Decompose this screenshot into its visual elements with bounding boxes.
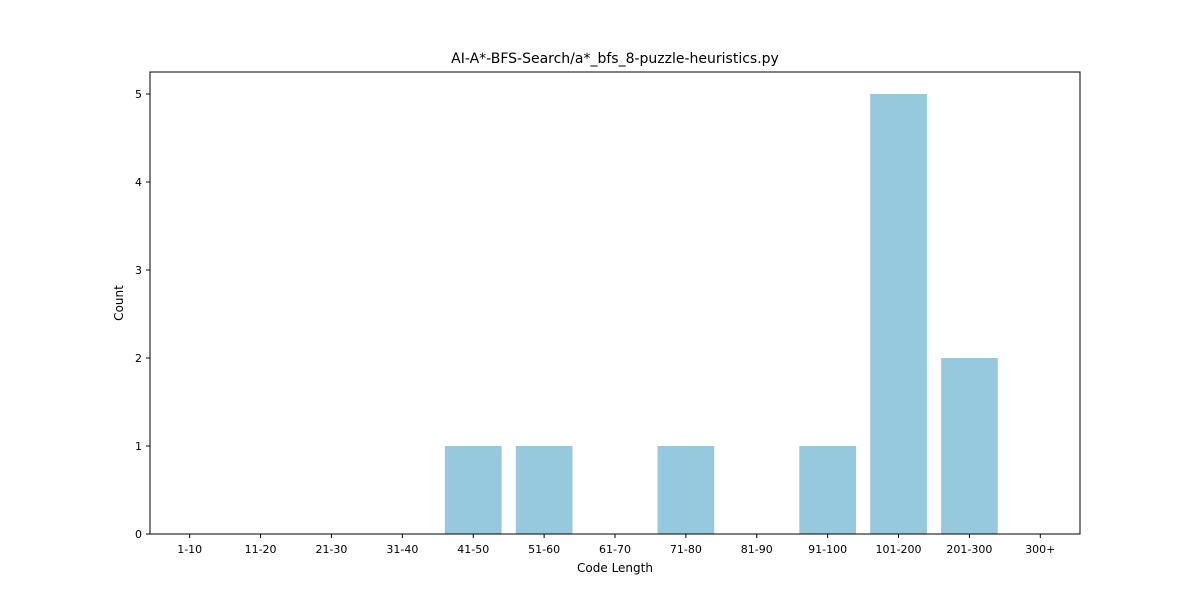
y-tick-label: 4 bbox=[135, 176, 142, 189]
x-axis-label: Code Length bbox=[577, 561, 653, 575]
x-tick-label: 11-20 bbox=[245, 543, 277, 556]
x-tick-label: 101-200 bbox=[876, 543, 922, 556]
y-tick-label: 2 bbox=[135, 352, 142, 365]
bar-51-60 bbox=[515, 446, 573, 534]
y-tick-label: 5 bbox=[135, 88, 142, 101]
x-tick-label: 31-40 bbox=[386, 543, 418, 556]
x-tick-label: 61-70 bbox=[599, 543, 631, 556]
x-tick-label: 71-80 bbox=[670, 543, 702, 556]
x-tick-label: 1-10 bbox=[177, 543, 202, 556]
bars-group bbox=[444, 94, 998, 534]
bar-71-80 bbox=[657, 446, 715, 534]
y-tick-label: 1 bbox=[135, 440, 142, 453]
y-tick-label: 0 bbox=[135, 528, 142, 541]
y-tick-label: 3 bbox=[135, 264, 142, 277]
bar-41-50 bbox=[444, 446, 502, 534]
x-tick-label: 81-90 bbox=[741, 543, 773, 556]
bar-101-200 bbox=[870, 94, 927, 534]
x-tick-label: 41-50 bbox=[457, 543, 489, 556]
x-tick-label: 21-30 bbox=[315, 543, 347, 556]
x-axis: 1-10 11-20 21-30 31-40 41-50 51-60 61-70 71-80 8… bbox=[177, 534, 1055, 556]
x-tick-label: 300+ bbox=[1025, 543, 1055, 556]
y-axis: 0 1 2 3 4 5 bbox=[135, 88, 150, 541]
bar-201-300 bbox=[941, 358, 998, 534]
y-axis-label: Count bbox=[112, 285, 126, 321]
chart-title: AI-A*-BFS-Search/a*_bfs_8-puzzle-heurist… bbox=[451, 51, 779, 67]
x-tick-label: 91-100 bbox=[808, 543, 847, 556]
x-tick-label: 51-60 bbox=[528, 543, 560, 556]
plot-frame bbox=[149, 71, 1081, 535]
x-tick-label: 201-300 bbox=[946, 543, 992, 556]
bar-91-100 bbox=[799, 446, 857, 534]
